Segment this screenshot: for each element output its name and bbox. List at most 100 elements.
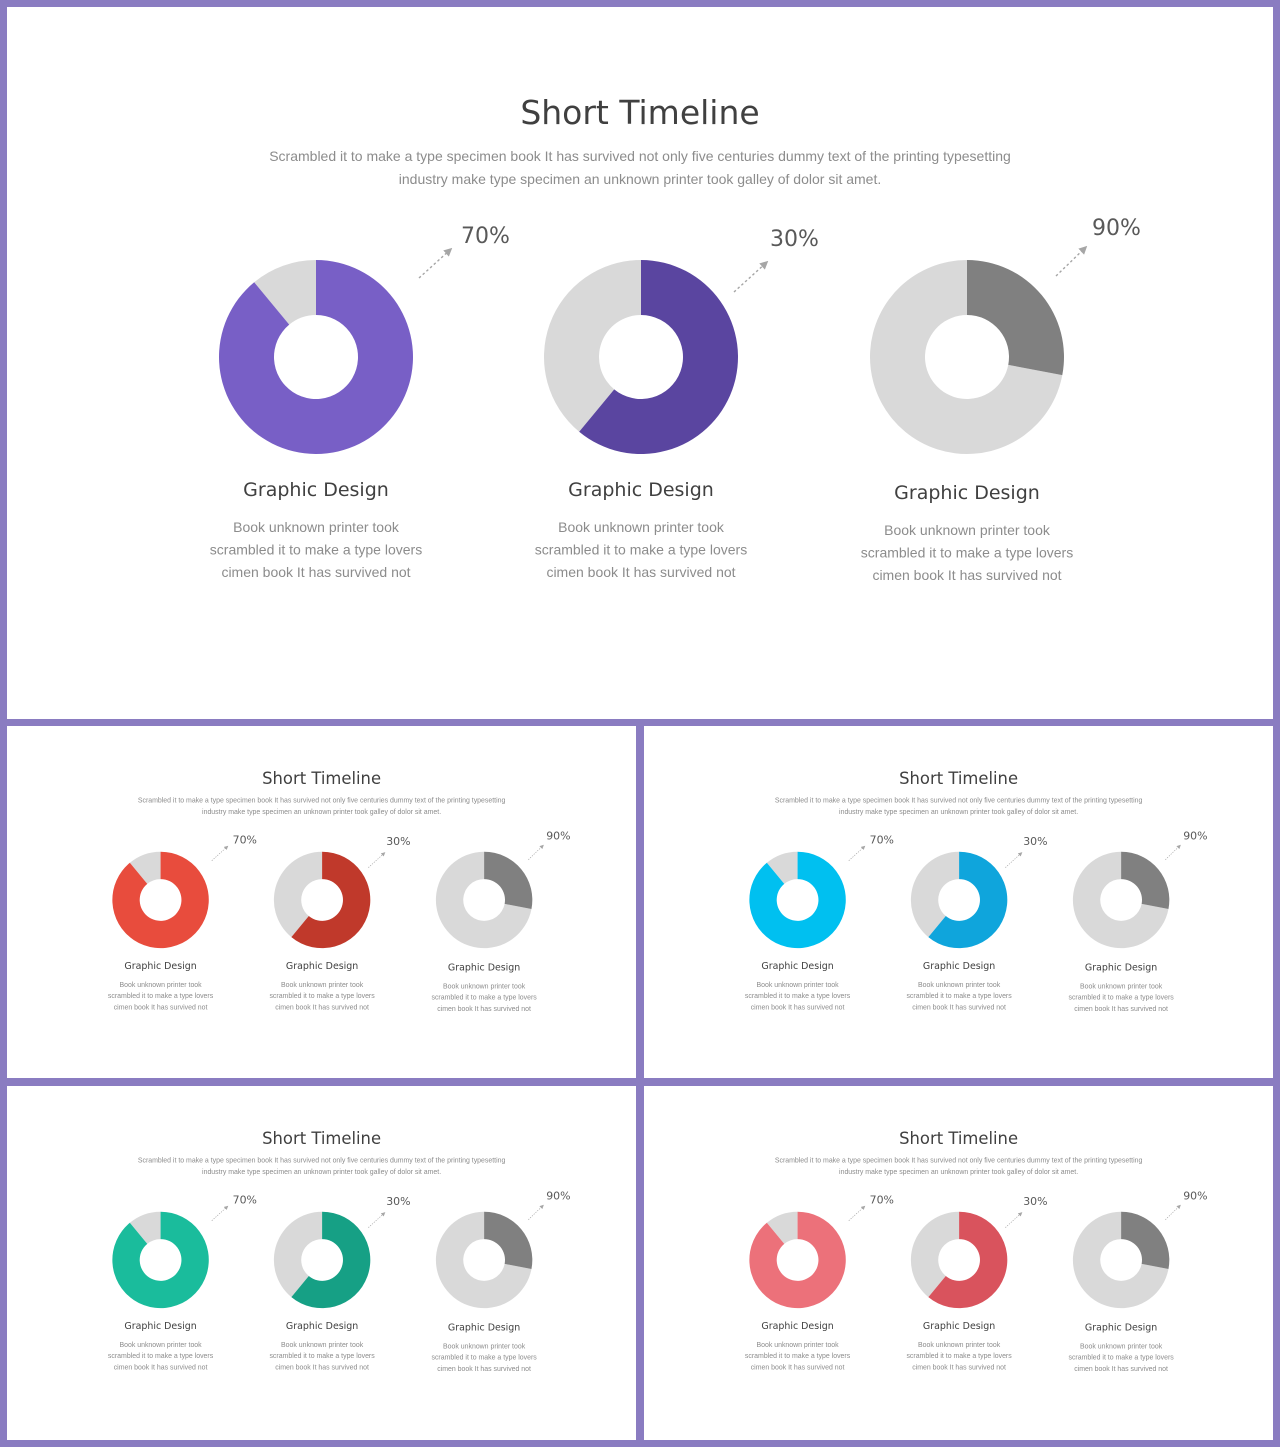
donut-chart: 90% Graphic Design Book unknown printer to… [1068, 829, 1207, 1012]
donut-highlight-slice [112, 1211, 209, 1309]
donut-highlight-slice [291, 851, 371, 949]
item-description-line: scrambled it to make a type lovers [431, 995, 537, 1002]
item-description-line: scrambled it to make a type lovers [906, 993, 1012, 1000]
item-title: Graphic Design [286, 961, 358, 972]
percent-label: 90% [1183, 1189, 1207, 1202]
item-title: Graphic Design [1085, 1323, 1157, 1334]
item-description-line: Book unknown printer took [119, 982, 202, 989]
item-description-line: Book unknown printer took [443, 1343, 526, 1350]
slide-main: Short Timeline Scrambled it to make a typ… [7, 7, 1273, 719]
percent-label: 30% [770, 227, 819, 252]
item-description-line: scrambled it to make a type lovers [745, 1353, 851, 1360]
item-description-line: Book unknown printer took [1080, 1343, 1163, 1350]
pointer-arrow [211, 845, 229, 861]
donut-highlight-slice [967, 260, 1064, 376]
donut-chart: 70% Graphic Design Book unknown printer to… [108, 1193, 257, 1371]
slide-teal: Short Timeline Scrambled it to make a typ… [7, 1086, 636, 1440]
item-description-line: cimen book It has survived not [275, 1364, 369, 1371]
donut-remainder-slice [273, 851, 323, 938]
item-description-line: Book unknown printer took [281, 1342, 364, 1349]
item-description-line: Book unknown printer took [119, 1342, 202, 1349]
donut-remainder-slice [129, 1211, 161, 1244]
item-description-line: cimen book It has survived not [546, 564, 735, 580]
item-description-line: cimen book It has survived not [751, 1364, 845, 1371]
donut-remainder-slice [766, 851, 798, 884]
pointer-arrow [848, 1205, 866, 1221]
donut-chart: 30% Graphic Design Book unknown printer to… [269, 835, 410, 1012]
donut-remainder-slice [129, 851, 161, 884]
item-description-line: cimen book It has survived not [221, 564, 410, 580]
item-title: Graphic Design [923, 1321, 995, 1332]
donut-highlight-slice [1121, 851, 1170, 909]
slide-subtitle-line: Scrambled it to make a type specimen boo… [269, 148, 1011, 164]
donut-remainder-slice [273, 1211, 323, 1298]
item-description-line: Book unknown printer took [443, 983, 526, 990]
donut-chart: 70% Graphic Design Book unknown printer to… [108, 833, 257, 1011]
donut-chart: 70% Graphic Design Book unknown printer to… [210, 224, 510, 580]
percent-label: 70% [233, 1193, 257, 1206]
donut-chart: 90% Graphic Design Book unknown printer to… [861, 216, 1141, 583]
donut-highlight-slice [291, 1211, 371, 1309]
percent-label: 90% [546, 829, 570, 842]
pointer-arrow [848, 845, 866, 861]
percent-label: 70% [870, 1193, 894, 1206]
donut-highlight-slice [219, 260, 413, 454]
donut-highlight-slice [1121, 1211, 1170, 1269]
item-description-line: Book unknown printer took [918, 982, 1001, 989]
item-description-line: cimen book It has survived not [1074, 1006, 1168, 1013]
donut-chart: 30% Graphic Design Book unknown printer to… [906, 835, 1047, 1012]
item-title: Graphic Design [286, 1321, 358, 1332]
donut-remainder-slice [1072, 851, 1169, 949]
item-title: Graphic Design [568, 479, 714, 501]
item-description-line: Book unknown printer took [884, 522, 1051, 538]
chart-svg: Short Timeline Scrambled it to make a typ… [745, 769, 1208, 1013]
item-description-line: cimen book It has survived not [751, 1004, 845, 1011]
item-title: Graphic Design [124, 1321, 196, 1332]
item-description-line: scrambled it to make a type lovers [108, 993, 214, 1000]
percent-label: 30% [1023, 835, 1047, 848]
donut-highlight-slice [112, 851, 209, 949]
donut-chart: 70% Graphic Design Book unknown printer to… [745, 833, 894, 1011]
pointer-arrow [528, 1204, 544, 1220]
donut-highlight-slice [928, 851, 1008, 949]
item-title: Graphic Design [448, 963, 520, 974]
slide-red: Short Timeline Scrambled it to make a typ… [7, 726, 636, 1078]
pointer-arrow [418, 247, 453, 279]
item-description-line: scrambled it to make a type lovers [210, 542, 422, 558]
percent-label: 90% [1183, 829, 1207, 842]
slide-subtitle-line: Scrambled it to make a type specimen boo… [138, 1158, 506, 1165]
item-description-line: scrambled it to make a type lovers [1068, 1355, 1174, 1362]
item-description-line: scrambled it to make a type lovers [535, 542, 747, 558]
item-title: Graphic Design [448, 1323, 520, 1334]
item-description-line: scrambled it to make a type lovers [745, 993, 851, 1000]
percent-label: 90% [1092, 216, 1141, 241]
percent-label: 30% [386, 1195, 410, 1208]
donut-highlight-slice [749, 1211, 846, 1309]
pointer-arrow [368, 1212, 386, 1228]
donut-remainder-slice [254, 260, 316, 325]
pointer-arrow [528, 844, 544, 860]
item-description-line: cimen book It has survived not [275, 1004, 369, 1011]
donut-chart: 30% Graphic Design Book unknown printer to… [269, 1195, 410, 1372]
donut-highlight-slice [749, 851, 846, 949]
slide-blue: Short Timeline Scrambled it to make a typ… [644, 726, 1273, 1078]
slide-pink: Short Timeline Scrambled it to make a typ… [644, 1086, 1273, 1440]
item-title: Graphic Design [243, 479, 389, 501]
item-description-line: cimen book It has survived not [912, 1004, 1006, 1011]
slide-title: Short Timeline [262, 1129, 381, 1148]
percent-label: 70% [461, 224, 510, 249]
slide-subtitle-line: Scrambled it to make a type specimen boo… [775, 798, 1143, 805]
slide-title: Short Timeline [899, 1129, 1018, 1148]
item-description-line: scrambled it to make a type lovers [269, 993, 375, 1000]
item-description-line: cimen book It has survived not [437, 1006, 531, 1013]
chart-svg: Short Timeline Scrambled it to make a typ… [108, 769, 571, 1013]
item-description-line: cimen book It has survived not [912, 1364, 1006, 1371]
donut-chart: 30% Graphic Design Book unknown printer to… [906, 1195, 1047, 1372]
item-description-line: Book unknown printer took [756, 982, 839, 989]
donut-remainder-slice [910, 851, 960, 938]
item-description-line: scrambled it to make a type lovers [431, 1355, 537, 1362]
pointer-arrow [1005, 852, 1023, 868]
percent-label: 30% [386, 835, 410, 848]
item-title: Graphic Design [124, 961, 196, 972]
slide-title: Short Timeline [520, 93, 759, 132]
